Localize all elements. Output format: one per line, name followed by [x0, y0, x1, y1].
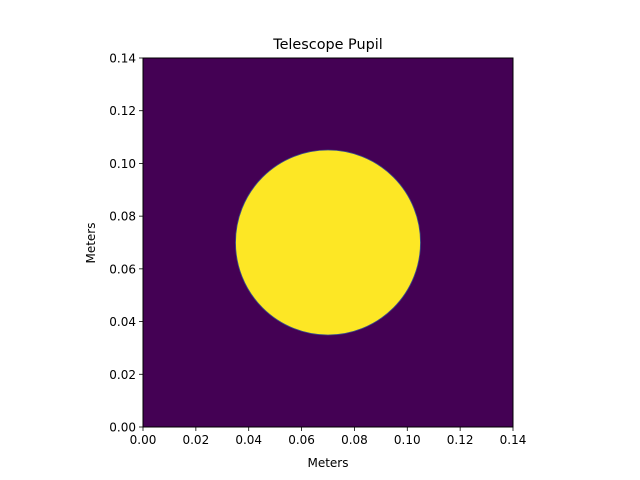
x-tick-label: 0.04	[235, 433, 262, 447]
x-tick-label: 0.10	[394, 433, 421, 447]
y-tick-label: 0.06	[109, 262, 136, 276]
x-axis: 0.00 0.02 0.04 0.06 0.08 0.10 0.12 0.14	[130, 427, 527, 447]
y-axis-label: Meters	[84, 222, 98, 263]
x-tick-label: 0.12	[447, 433, 474, 447]
x-tick-label: 0.08	[341, 433, 368, 447]
x-tick-label: 0.06	[288, 433, 315, 447]
y-axis: 0.00 0.02 0.04 0.06 0.08 0.10 0.12 0.14	[109, 52, 143, 435]
x-axis-label: Meters	[307, 456, 348, 470]
x-tick-label: 0.14	[500, 433, 527, 447]
y-tick-label: 0.14	[109, 52, 136, 66]
y-tick-label: 0.08	[109, 210, 136, 224]
x-tick-label: 0.00	[130, 433, 157, 447]
plot-area	[142, 57, 514, 428]
y-tick-label: 0.10	[109, 157, 136, 171]
y-tick-label: 0.04	[109, 315, 136, 329]
y-tick-label: 0.00	[109, 421, 136, 435]
x-tick-label: 0.02	[182, 433, 209, 447]
chart-title: Telescope Pupil	[272, 37, 383, 53]
y-tick-label: 0.12	[109, 104, 136, 118]
pupil-disk	[235, 149, 421, 336]
y-tick-label: 0.02	[109, 368, 136, 382]
axes-frame	[142, 57, 514, 428]
